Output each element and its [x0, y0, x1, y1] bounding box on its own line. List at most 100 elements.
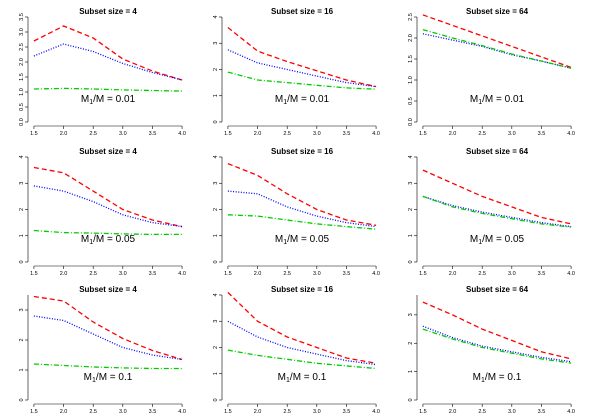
x-tick-label: 3.5 — [538, 271, 546, 277]
y-tick-label: 2 — [213, 208, 219, 211]
y-tick-label: 1 — [19, 368, 25, 371]
panel-annotation: M1/M = 0.1 — [278, 372, 327, 384]
x-tick-label: 2.0 — [254, 409, 262, 415]
series-line-red — [33, 25, 183, 81]
series-line-green — [422, 28, 572, 69]
y-tick-label: 4 — [19, 155, 25, 158]
panel: Subset size = 4 1.5 2.0 2.5 3.0 3.5 4.0 0 1 2 3 M1/… — [19, 285, 186, 415]
x-tick-label: 3.0 — [119, 271, 127, 277]
series-line-red — [227, 26, 377, 88]
series-line-blue — [33, 315, 183, 361]
x-tick-label: 3.5 — [343, 409, 351, 415]
y-tick-label: 3 — [408, 313, 414, 316]
panel-annotation: M1/M = 0.01 — [81, 94, 136, 106]
panel-annotation: M1/M = 0.01 — [470, 94, 525, 106]
panel-annotation: M1/M = 0.05 — [470, 234, 525, 246]
x-tick-label: 2.0 — [60, 409, 68, 415]
panel: Subset size = 16 1.5 2.0 2.5 3.0 3.5 4.0 0 1 2 3 4 M… — [213, 7, 380, 137]
y-tick-label: 0.0 — [19, 118, 25, 126]
panel: Subset size = 64 1.5 2.0 2.5 3.0 3.5 4.0 0 1 2 3 4 M… — [408, 147, 575, 277]
y-tick-label: 3.5 — [19, 13, 25, 21]
series-line-green — [422, 328, 572, 364]
x-tick-label: 1.5 — [30, 271, 38, 277]
y-tick-label: 1 — [213, 372, 219, 375]
x-tick-label: 2.5 — [478, 271, 486, 277]
x-tick-label: 3.0 — [508, 409, 516, 415]
y-tick-label: 0.5 — [19, 103, 25, 111]
series-line-green — [227, 349, 377, 370]
x-tick-label: 4.0 — [567, 409, 575, 415]
panel: Subset size = 4 1.5 2.0 2.5 3.0 3.5 4.0 0 1 2 3 4 M1… — [19, 147, 186, 277]
y-tick-label: 2 — [408, 342, 414, 345]
x-tick-label: 1.5 — [30, 409, 38, 415]
x-tick-label: 3.5 — [149, 131, 157, 137]
y-tick-label: 4 — [213, 293, 219, 296]
y-tick-label: 2.0 — [19, 58, 25, 66]
y-tick-label: 3 — [19, 182, 25, 185]
y-tick-label: 2 — [19, 338, 25, 341]
series-line-red — [422, 169, 572, 225]
x-tick-label: 1.5 — [224, 131, 232, 137]
x-tick-label: 2.5 — [478, 131, 486, 137]
series-line-red — [227, 162, 377, 226]
y-tick-label: 2 — [408, 208, 414, 211]
series-line-red — [422, 301, 572, 360]
series-line-blue — [422, 195, 572, 228]
y-tick-label: 1.5 — [408, 55, 414, 63]
y-tick-label: 1 — [19, 234, 25, 237]
series-line-green — [33, 363, 183, 370]
x-tick-label: 2.5 — [283, 131, 291, 137]
y-tick-label: 2 — [213, 346, 219, 349]
x-tick-label: 2.0 — [449, 271, 457, 277]
x-tick-label: 1.5 — [419, 409, 427, 415]
y-tick-label: 2.5 — [408, 13, 414, 21]
y-tick-label: 1.0 — [408, 76, 414, 84]
x-tick-label: 3.5 — [538, 131, 546, 137]
x-tick-label: 2.5 — [89, 409, 97, 415]
panel-title: Subset size = 4 — [79, 147, 137, 156]
panel: Subset size = 16 1.5 2.0 2.5 3.0 3.5 4.0 0 1 2 3 4 M… — [213, 285, 380, 415]
y-tick-label: 0.5 — [408, 97, 414, 105]
x-tick-label: 4.0 — [372, 409, 380, 415]
y-tick-label: 1 — [408, 370, 414, 373]
panel: Subset size = 4 1.5 2.0 2.5 3.0 3.5 4.0 0.0 0.5 1… — [19, 7, 186, 137]
y-tick-label: 3 — [213, 320, 219, 323]
x-tick-label: 3.5 — [149, 409, 157, 415]
y-tick-label: 4 — [213, 15, 219, 18]
panel-title: Subset size = 64 — [466, 7, 529, 16]
x-tick-label: 1.5 — [419, 131, 427, 137]
x-tick-label: 3.5 — [538, 409, 546, 415]
series-line-green — [33, 87, 183, 92]
y-tick-label: 0 — [408, 260, 414, 263]
panel-title: Subset size = 64 — [466, 147, 529, 156]
x-tick-label: 1.5 — [224, 409, 232, 415]
x-tick-label: 3.5 — [343, 131, 351, 137]
series-line-blue — [422, 325, 572, 363]
x-tick-label: 1.5 — [419, 271, 427, 277]
panel: Subset size = 16 1.5 2.0 2.5 3.0 3.5 4.0 0 1 2 3 4 M… — [213, 147, 380, 277]
x-tick-label: 3.0 — [119, 131, 127, 137]
y-tick-label: 2.5 — [19, 43, 25, 51]
series-line-green — [227, 71, 377, 90]
y-tick-label: 2 — [19, 208, 25, 211]
y-tick-label: 2 — [213, 68, 219, 71]
y-tick-label: 4 — [408, 155, 414, 158]
x-tick-label: 4.0 — [372, 131, 380, 137]
y-tick-label: 0 — [213, 398, 219, 401]
x-tick-label: 3.0 — [313, 131, 321, 137]
panel-annotation: M1/M = 0.01 — [275, 94, 330, 106]
y-tick-label: 3 — [213, 42, 219, 45]
x-tick-label: 4.0 — [567, 271, 575, 277]
x-tick-label: 2.5 — [283, 409, 291, 415]
x-tick-label: 2.0 — [449, 131, 457, 137]
panel-title: Subset size = 16 — [271, 7, 334, 16]
y-tick-label: 4 — [213, 155, 219, 158]
series-line-blue — [422, 33, 572, 69]
x-tick-label: 2.0 — [60, 131, 68, 137]
x-tick-label: 4.0 — [178, 409, 186, 415]
x-tick-label: 4.0 — [567, 131, 575, 137]
y-tick-label: 2.0 — [408, 34, 414, 42]
x-tick-label: 2.5 — [283, 271, 291, 277]
y-tick-label: 3.0 — [19, 28, 25, 36]
